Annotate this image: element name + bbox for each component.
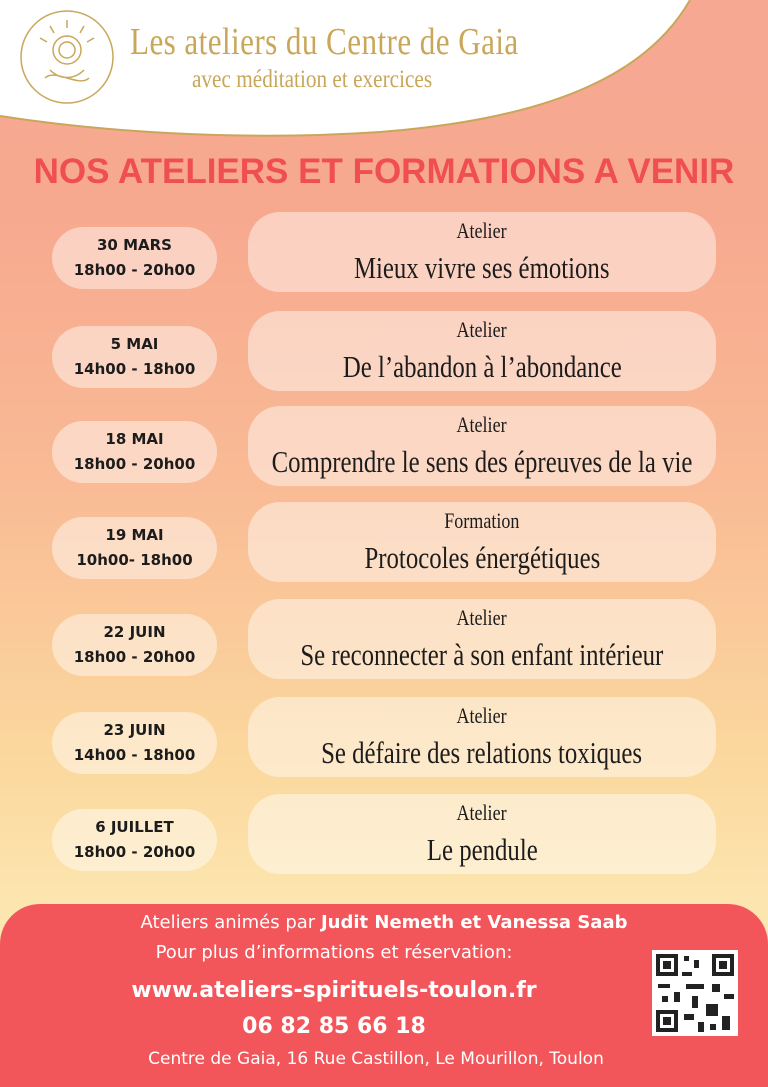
event-date: 18 MAI bbox=[105, 430, 164, 448]
event-kind: Atelier bbox=[456, 412, 508, 437]
event-kind: Atelier bbox=[456, 317, 508, 342]
title-pill: Atelier Mieux vivre ses émotions bbox=[248, 212, 716, 292]
event-kind: Atelier bbox=[456, 605, 508, 630]
title-pill: Atelier Se défaire des relations toxiques bbox=[248, 697, 716, 777]
event-time: 18h00 - 20h00 bbox=[73, 455, 196, 473]
date-pill: 30 MARS 18h00 - 20h00 bbox=[52, 227, 217, 289]
event-title: Comprendre le sens des épreuves de la vi… bbox=[271, 444, 693, 479]
date-pill: 19 MAI 10h00- 18h00 bbox=[52, 517, 217, 579]
event-title: Protocoles énergétiques bbox=[364, 540, 600, 575]
date-pill: 6 JUILLET 18h00 - 20h00 bbox=[52, 809, 217, 871]
title: Les ateliers du Centre de Gaia bbox=[130, 21, 519, 63]
footer: Ateliers animés par Judit Nemeth et Vane… bbox=[0, 904, 768, 1087]
event-time: 18h00 - 20h00 bbox=[73, 261, 196, 279]
subtitle: avec méditation et exercices bbox=[192, 66, 433, 93]
event-time: 18h00 - 20h00 bbox=[73, 843, 196, 861]
hosts-line: Ateliers animés par Judit Nemeth et Vane… bbox=[0, 912, 768, 933]
event-date: 5 MAI bbox=[110, 335, 159, 353]
hosts-prefix: Ateliers animés par bbox=[140, 912, 316, 933]
event-kind: Atelier bbox=[456, 703, 508, 728]
website[interactable]: www.ateliers-spirituels-toulon.fr bbox=[131, 978, 537, 1003]
event-date: 23 JUIN bbox=[103, 721, 166, 739]
event-kind: Formation bbox=[444, 508, 520, 533]
event-kind: Atelier bbox=[456, 218, 508, 243]
qr-code bbox=[652, 950, 738, 1036]
date-pill: 22 JUIN 18h00 - 20h00 bbox=[52, 614, 217, 676]
event-title: Se reconnecter à son enfant intérieur bbox=[300, 637, 664, 672]
event-time: 14h00 - 18h00 bbox=[73, 746, 196, 764]
event-title: Le pendule bbox=[426, 832, 538, 867]
title-pill: Atelier Le pendule bbox=[248, 794, 716, 874]
date-pill: 23 JUIN 14h00 - 18h00 bbox=[52, 712, 217, 774]
event-date: 6 JUILLET bbox=[95, 818, 174, 836]
event-kind: Atelier bbox=[456, 800, 508, 825]
title-pill: Atelier Comprendre le sens des épreuves d… bbox=[248, 406, 716, 486]
header-background bbox=[0, 0, 691, 137]
event-title: De l’abandon à l’abondance bbox=[342, 349, 622, 384]
address: Centre de Gaia, 16 Rue Castillon, Le Mou… bbox=[148, 1049, 604, 1069]
event-time: 18h00 - 20h00 bbox=[73, 648, 196, 666]
title-pill: Atelier Se reconnecter à son enfant intér… bbox=[248, 599, 716, 679]
event-date: 19 MAI bbox=[105, 526, 164, 544]
event-time: 10h00- 18h00 bbox=[76, 551, 193, 569]
title-pill: Formation Protocoles énergétiques bbox=[248, 502, 716, 582]
event-date: 22 JUIN bbox=[103, 623, 166, 641]
hosts: Judit Nemeth et Vanessa Saab bbox=[320, 912, 628, 933]
event-date: 30 MARS bbox=[97, 236, 172, 254]
phone: 06 82 85 66 18 bbox=[242, 1014, 426, 1039]
info: Pour plus d’informations et réservation: bbox=[155, 942, 513, 963]
date-pill: 18 MAI 18h00 - 20h00 bbox=[52, 421, 217, 483]
heading: NOS ATELIERS ET FORMATIONS A VENIR bbox=[33, 152, 735, 191]
event-time: 14h00 - 18h00 bbox=[73, 360, 196, 378]
logo bbox=[20, 10, 114, 104]
event-title: Mieux vivre ses émotions bbox=[354, 250, 610, 285]
date-pill: 5 MAI 14h00 - 18h00 bbox=[52, 326, 217, 388]
event-title: Se défaire des relations toxiques bbox=[321, 735, 643, 770]
title-pill: Atelier De l’abandon à l’abondance bbox=[248, 311, 716, 391]
